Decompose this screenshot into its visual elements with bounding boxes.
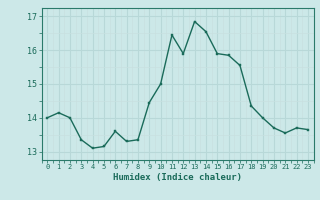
X-axis label: Humidex (Indice chaleur): Humidex (Indice chaleur): [113, 173, 242, 182]
